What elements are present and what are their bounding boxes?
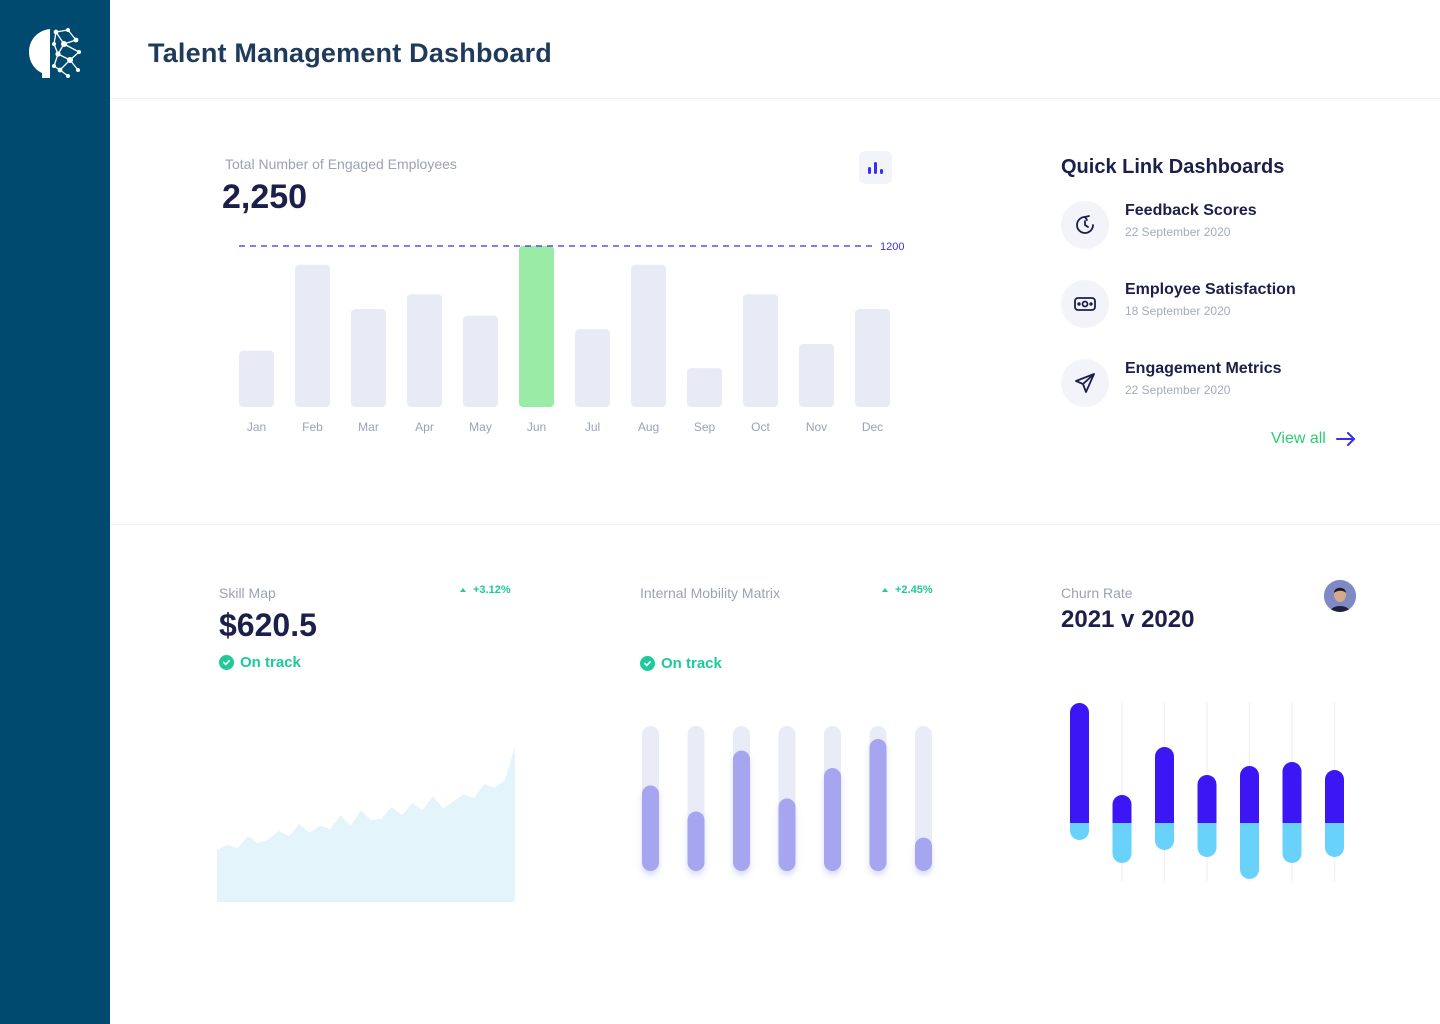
- bar-6: [869, 739, 887, 871]
- tick-label-nov: Nov: [806, 420, 827, 434]
- skill-map-value: $620.5: [219, 607, 317, 643]
- tick-label-feb: Feb: [302, 420, 323, 434]
- bar-positive-2: [1112, 795, 1132, 823]
- skill-map-delta-value: +3.12%: [473, 584, 511, 596]
- bar-apr: [407, 294, 442, 407]
- page-title: Talent Management Dashboard: [148, 38, 552, 68]
- bar-negative-6: [1282, 823, 1302, 863]
- mobility-status: On track: [640, 655, 722, 672]
- engaged-employees-chart: Jan Feb Mar Apr May Jun Jul Aug Sep Oct Nov Dec 1200: [239, 241, 904, 434]
- bar-negative-7: [1325, 823, 1344, 857]
- bar-oct: [743, 294, 778, 407]
- bar-positive-5: [1240, 766, 1259, 823]
- tick-label-apr: Apr: [415, 420, 434, 434]
- chart-view-button[interactable]: [859, 151, 892, 184]
- churn-label: Churn Rate: [1061, 585, 1133, 601]
- bar-1: [642, 785, 659, 871]
- tick-label-sep: Sep: [694, 420, 716, 434]
- bar-aug: [631, 264, 666, 407]
- quick-link-name: Feedback Scores: [1125, 202, 1257, 219]
- clock-icon: [1061, 201, 1109, 249]
- mobility-delta-value: +2.45%: [895, 584, 933, 596]
- skill-map-label: Skill Map: [219, 585, 276, 601]
- skill-map-area-chart: [217, 746, 515, 902]
- header: Talent Management Dashboard: [110, 0, 1440, 99]
- bar-feb: [295, 264, 330, 407]
- bar-2: [687, 811, 705, 871]
- bar-jan: [239, 350, 274, 407]
- bar-positive-4: [1197, 775, 1217, 823]
- bar-7: [915, 837, 932, 871]
- skill-map-status-text: On track: [240, 654, 301, 671]
- tick-label-mar: Mar: [358, 420, 379, 434]
- section-divider: [110, 524, 1440, 525]
- bar-5: [824, 768, 841, 871]
- track-7: [915, 726, 932, 871]
- arrow-right-icon: [1335, 432, 1355, 446]
- mobility-delta: +2.45%: [882, 584, 933, 596]
- quick-link-engagement-metrics[interactable]: Engagement Metrics 22 September 2020: [1061, 359, 1361, 409]
- skill-map-status: On track: [219, 654, 301, 671]
- bar-3: [733, 750, 750, 871]
- mobility-label: Internal Mobility Matrix: [640, 585, 781, 601]
- area-series: [217, 746, 515, 902]
- quick-link-name: Employee Satisfaction: [1125, 281, 1296, 298]
- bar-jun: [519, 246, 554, 407]
- trend-up-icon: [460, 588, 466, 592]
- quick-link-employee-satisfaction[interactable]: Employee Satisfaction 18 September 2020: [1061, 280, 1361, 330]
- tick-label-jul: Jul: [585, 420, 600, 434]
- bar-negative-1: [1070, 823, 1089, 840]
- check-circle-icon: [640, 656, 655, 671]
- view-all-label: View all: [1271, 430, 1326, 447]
- bar-may: [463, 315, 498, 407]
- quick-link-feedback-scores[interactable]: Feedback Scores 22 September 2020: [1061, 201, 1361, 251]
- bar-jul: [575, 329, 610, 407]
- tick-label-may: May: [469, 420, 492, 434]
- tick-label-jun: Jun: [527, 420, 546, 434]
- churn-value: 2021 v 2020: [1061, 606, 1195, 633]
- bar-negative-5: [1240, 823, 1259, 879]
- tick-label-oct: Oct: [751, 420, 770, 434]
- quick-link-date: 18 September 2020: [1125, 304, 1231, 318]
- churn-rate-chart: [1070, 702, 1344, 881]
- engaged-employees-value: 2,250: [222, 178, 308, 216]
- avatar[interactable]: [1324, 580, 1356, 612]
- mobility-status-text: On track: [661, 655, 722, 672]
- paper-plane-icon: [1061, 359, 1109, 407]
- quick-links-title: Quick Link Dashboards: [1061, 156, 1285, 178]
- quick-link-date: 22 September 2020: [1125, 225, 1231, 239]
- bar-4: [778, 798, 796, 871]
- trend-up-icon: [882, 588, 888, 592]
- bar-negative-4: [1197, 823, 1217, 857]
- skill-map-delta: +3.12%: [460, 584, 511, 596]
- bar-nov: [799, 343, 834, 407]
- engaged-employees-label: Total Number of Engaged Employees: [225, 156, 457, 172]
- bar-dec: [855, 309, 890, 407]
- bar-positive-7: [1325, 770, 1344, 823]
- bar-positive-1: [1070, 703, 1089, 823]
- tick-label-dec: Dec: [862, 420, 883, 434]
- cash-icon: [1061, 280, 1109, 328]
- view-all-link[interactable]: View all: [1271, 430, 1356, 448]
- mobility-bar-chart: [642, 726, 932, 871]
- brain-network-logo: [29, 28, 81, 78]
- bar-negative-2: [1112, 823, 1132, 863]
- tick-label-aug: Aug: [638, 420, 659, 434]
- check-circle-icon: [219, 655, 234, 670]
- target-label: 1200: [880, 241, 904, 253]
- sidebar: [0, 0, 110, 1024]
- bar-positive-6: [1282, 762, 1302, 823]
- quick-link-date: 22 September 2020: [1125, 383, 1231, 397]
- tick-label-jan: Jan: [247, 420, 266, 434]
- bar-positive-3: [1155, 747, 1174, 823]
- bar-chart-icon: [868, 167, 871, 174]
- bar-negative-3: [1155, 823, 1174, 850]
- bar-sep: [687, 368, 722, 407]
- quick-link-name: Engagement Metrics: [1125, 360, 1282, 377]
- bar-mar: [351, 309, 386, 407]
